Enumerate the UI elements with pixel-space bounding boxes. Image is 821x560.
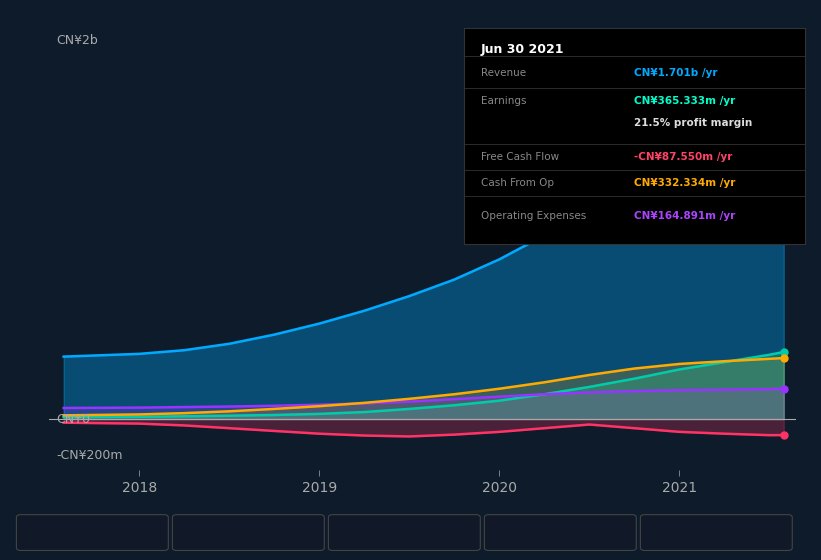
Text: Revenue: Revenue — [45, 527, 90, 537]
Text: ●: ● — [29, 525, 40, 539]
Text: Earnings: Earnings — [481, 96, 526, 106]
Text: Revenue: Revenue — [481, 68, 526, 78]
Text: Earnings: Earnings — [201, 527, 246, 537]
Text: CN¥1.701b /yr: CN¥1.701b /yr — [635, 68, 718, 78]
Text: Cash From Op: Cash From Op — [513, 527, 586, 537]
Text: CN¥332.334m /yr: CN¥332.334m /yr — [635, 178, 736, 188]
Text: Operating Expenses: Operating Expenses — [481, 211, 586, 221]
Text: CN¥0: CN¥0 — [57, 413, 91, 426]
Text: ●: ● — [653, 525, 664, 539]
Text: ●: ● — [185, 525, 196, 539]
Text: Free Cash Flow: Free Cash Flow — [481, 152, 559, 162]
Text: CN¥365.333m /yr: CN¥365.333m /yr — [635, 96, 736, 106]
Text: CN¥164.891m /yr: CN¥164.891m /yr — [635, 211, 736, 221]
Text: Cash From Op: Cash From Op — [481, 178, 554, 188]
Text: Jun 30 2021: Jun 30 2021 — [481, 43, 564, 56]
Text: 21.5% profit margin: 21.5% profit margin — [635, 118, 753, 128]
Text: -CN¥200m: -CN¥200m — [57, 449, 123, 462]
Text: ●: ● — [497, 525, 508, 539]
Text: -CN¥87.550m /yr: -CN¥87.550m /yr — [635, 152, 732, 162]
Text: ●: ● — [341, 525, 352, 539]
Text: Free Cash Flow: Free Cash Flow — [357, 527, 435, 537]
Text: Operating Expenses: Operating Expenses — [669, 527, 774, 537]
Text: CN¥2b: CN¥2b — [57, 34, 99, 46]
